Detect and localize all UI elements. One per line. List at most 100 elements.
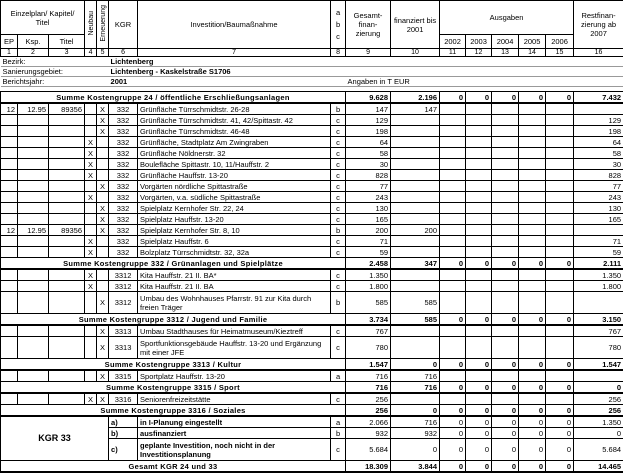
cell: Vorgärten, v.a. südliche Spittastraße	[137, 191, 332, 203]
cell: 200	[345, 224, 392, 236]
cell: 1.800	[345, 280, 392, 292]
column-number: 16	[573, 48, 623, 57]
cell: Grünfläche Nöldnerstr. 32	[137, 147, 332, 159]
cell	[573, 224, 623, 236]
sum-value: 0	[545, 404, 575, 417]
cell: Spielplatz Hauffstr. 6	[137, 235, 332, 247]
cell	[96, 147, 110, 159]
sum-label: Summe Kostengruppe 24 / öffentliche Ersc…	[0, 91, 347, 104]
cell	[545, 169, 575, 181]
area-label: Sanierungsgebiet:	[0, 66, 109, 77]
cell: Umbau Stadthauses für Heimatmuseum/Kiezt…	[137, 324, 332, 337]
code-header: b	[335, 19, 341, 29]
cell	[545, 336, 575, 359]
cell	[47, 268, 86, 281]
code-header: a	[335, 7, 341, 17]
item-row: X 332 Boulefläche Spittastr. 10, 11/Hauffs…	[0, 158, 623, 170]
cell	[491, 202, 520, 214]
kgr-value: 0	[465, 427, 493, 439]
cell: Sportplatz Hauffstr. 13-20	[137, 369, 332, 382]
cell	[518, 369, 547, 382]
cell	[390, 136, 441, 148]
cell	[17, 291, 49, 314]
kgr-value: 0	[573, 427, 623, 439]
cell: X	[96, 114, 110, 126]
cell	[390, 180, 441, 192]
cell: 3312	[108, 291, 139, 314]
cell: 332	[108, 202, 139, 214]
cell	[17, 280, 49, 292]
cell: b	[330, 224, 347, 236]
sum-value: 256	[345, 404, 392, 417]
cell	[545, 147, 575, 159]
kgr-value: 0	[390, 438, 441, 461]
cell: Umbau des Wohnhauses Pfarrstr. 91 zur Ki…	[137, 291, 332, 314]
cell	[390, 147, 441, 159]
sum-row: Summe Kostengruppe 3313 / Kultur 1.547 0 0 0…	[0, 358, 623, 371]
cell	[518, 158, 547, 170]
cell: c	[330, 191, 347, 203]
cell: 200	[390, 224, 441, 236]
cell: c	[330, 147, 347, 159]
cell: 256	[345, 392, 392, 405]
cell	[491, 392, 520, 405]
cell	[439, 268, 467, 281]
year: 2001	[108, 76, 346, 87]
cell	[17, 392, 49, 405]
total-value: 0	[439, 460, 467, 473]
cell	[47, 169, 86, 181]
cell: X	[84, 280, 98, 292]
column-number: 1	[0, 48, 18, 57]
cell	[465, 268, 493, 281]
cell: 12.95	[17, 102, 49, 115]
cell: 585	[390, 291, 441, 314]
total-row: Gesamt KGR 24 und 33 18.309 3.844 0 0 0 0 0 14.4…	[0, 460, 623, 473]
item-row: X 3313 Sportfunktionsgebäude Hauffstr. 13-…	[0, 336, 623, 359]
sum-value: 256	[573, 404, 623, 417]
item-row: X 332 Vorgärten nördliche Spittastraße c 77 7…	[0, 180, 623, 192]
sum-value: 1.547	[345, 358, 392, 371]
cell	[518, 324, 547, 337]
cell	[47, 180, 86, 192]
sum-value: 0	[491, 257, 520, 270]
cell: X	[96, 392, 110, 405]
sum-value: 7.432	[573, 91, 623, 104]
kgr-value: 0	[545, 438, 575, 461]
cell	[545, 136, 575, 148]
cell: 71	[573, 235, 623, 247]
kgr-value: 932	[345, 427, 392, 439]
cell: 58	[345, 147, 392, 159]
cell	[518, 213, 547, 225]
cell: Sportfunktionsgebäude Hauffstr. 13-20 un…	[137, 336, 332, 359]
cell: c	[330, 392, 347, 405]
cell	[545, 158, 575, 170]
cell: c	[330, 125, 347, 137]
sum-label: Summe Kostengruppe 332 / Grünanlagen und…	[0, 257, 347, 270]
cell	[491, 147, 520, 159]
cell	[545, 324, 575, 337]
sum-row: Summe Kostengruppe 332 / Grünanlagen und…	[0, 257, 623, 270]
cell: 332	[108, 136, 139, 148]
cell: c	[330, 169, 347, 181]
cell: Grünfläche Türrschmidtstr. 41, 42/Spitta…	[137, 114, 332, 126]
sum-value: 0	[545, 313, 575, 326]
rest-header: Restfinan- zierung ab 2007	[573, 0, 623, 49]
cell	[545, 291, 575, 314]
cell	[390, 158, 441, 170]
cell: c	[330, 280, 347, 292]
cell: 828	[573, 169, 623, 181]
cell	[439, 291, 467, 314]
item-row: X 332 Spielplatz Kernhofer Str. 22, 24 c 130…	[0, 202, 623, 214]
kgr-letter: a)	[108, 415, 139, 428]
cell	[545, 114, 575, 126]
item-row: 12 12.95 89356 X 332 Grünfläche Türrschmidtst…	[0, 102, 623, 115]
cell: 716	[390, 369, 441, 382]
cell	[439, 125, 467, 137]
item-row: X 332 Grünfläche Nöldnerstr. 32 c 58 58	[0, 147, 623, 159]
column-number: 10	[390, 48, 441, 57]
cell: 332	[108, 224, 139, 236]
cell: 77	[573, 180, 623, 192]
sum-value: 0	[491, 381, 520, 394]
cell	[17, 114, 49, 126]
